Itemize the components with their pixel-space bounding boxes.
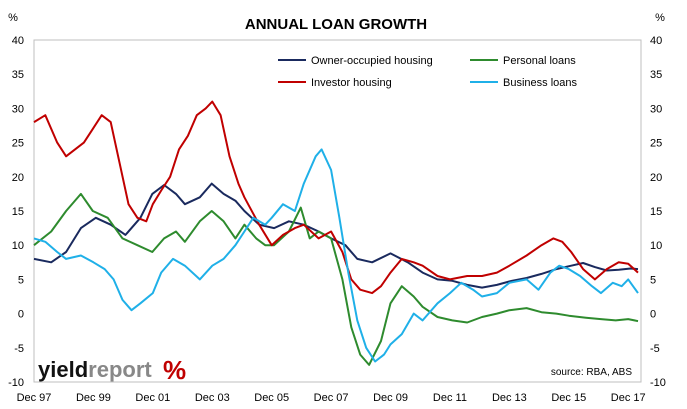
plot-area bbox=[33, 39, 642, 383]
y-tick-label-left: -10 bbox=[8, 377, 24, 389]
series-lines bbox=[33, 100, 639, 366]
y-axis-left: -10 -5 0 5 10 15 20 25 30 35 40 bbox=[8, 35, 24, 389]
series-line-investor-housing bbox=[33, 100, 639, 295]
x-tick-label: Dec 99 bbox=[76, 392, 111, 404]
chart-title: ANNUAL LOAN GROWTH bbox=[245, 16, 427, 33]
logo-percent-icon: % bbox=[163, 355, 186, 385]
source-note: source: RBA, ABS bbox=[551, 367, 632, 378]
y-tick-label-right: 10 bbox=[650, 240, 662, 252]
x-tick-label: Dec 97 bbox=[17, 392, 52, 404]
yieldreport-logo: yieldreport % bbox=[38, 355, 186, 385]
y-tick-label-right: -5 bbox=[650, 343, 660, 355]
legend-label: Personal loans bbox=[503, 55, 576, 67]
y-tick-label-right: -10 bbox=[650, 377, 666, 389]
x-tick-label: Dec 01 bbox=[135, 392, 170, 404]
y-tick-label-left: 10 bbox=[12, 240, 24, 252]
legend-label: Business loans bbox=[503, 77, 577, 89]
x-tick-label: Dec 05 bbox=[254, 392, 289, 404]
legend-label: Owner-occupied housing bbox=[311, 55, 433, 67]
y-tick-label-left: 15 bbox=[12, 206, 24, 218]
y-tick-label-right: 0 bbox=[650, 309, 656, 321]
x-tick-label: Dec 03 bbox=[195, 392, 230, 404]
x-tick-label: Dec 17 bbox=[611, 392, 646, 404]
y-tick-label-left: 20 bbox=[12, 172, 24, 184]
logo-part-yield: yield bbox=[38, 357, 88, 382]
y-tick-label-right: 40 bbox=[650, 35, 662, 47]
y-tick-label-left: 25 bbox=[12, 138, 24, 150]
y-tick-label-left: 35 bbox=[12, 69, 24, 81]
y-tick-label-left: 0 bbox=[18, 309, 24, 321]
y-tick-label-right: 5 bbox=[650, 274, 656, 286]
legend: Owner-occupied housing Personal loans Inve… bbox=[278, 55, 577, 89]
x-axis: Dec 97 Dec 99 Dec 01 Dec 03 Dec 05 Dec 07 Dec … bbox=[17, 392, 646, 404]
logo-percent-mark: % bbox=[163, 355, 186, 385]
y-tick-label-right: 35 bbox=[650, 69, 662, 81]
y-unit-left: % bbox=[8, 12, 18, 24]
x-tick-label: Dec 11 bbox=[433, 392, 467, 404]
x-tick-label: Dec 15 bbox=[551, 392, 586, 404]
series-line-business-loans bbox=[33, 148, 639, 363]
x-tick-label: Dec 13 bbox=[492, 392, 527, 404]
y-tick-label-left: -5 bbox=[14, 343, 24, 355]
y-tick-label-left: 5 bbox=[18, 274, 24, 286]
svg-text:yieldreport: yieldreport bbox=[38, 357, 152, 382]
y-tick-label-right: 15 bbox=[650, 206, 662, 218]
legend-label: Investor housing bbox=[311, 77, 392, 89]
y-tick-label-right: 25 bbox=[650, 138, 662, 150]
y-unit-right: % bbox=[655, 12, 665, 24]
y-tick-label-right: 30 bbox=[650, 103, 662, 115]
y-tick-label-right: 20 bbox=[650, 172, 662, 184]
y-axis-right: -10 -5 0 5 10 15 20 25 30 35 40 bbox=[650, 35, 666, 389]
series-line-personal-loans bbox=[33, 192, 639, 366]
x-tick-label: Dec 07 bbox=[314, 392, 349, 404]
y-tick-label-left: 30 bbox=[12, 103, 24, 115]
x-tick-label: Dec 09 bbox=[373, 392, 408, 404]
y-tick-label-left: 40 bbox=[12, 35, 24, 47]
logo-part-report: report bbox=[88, 357, 152, 382]
